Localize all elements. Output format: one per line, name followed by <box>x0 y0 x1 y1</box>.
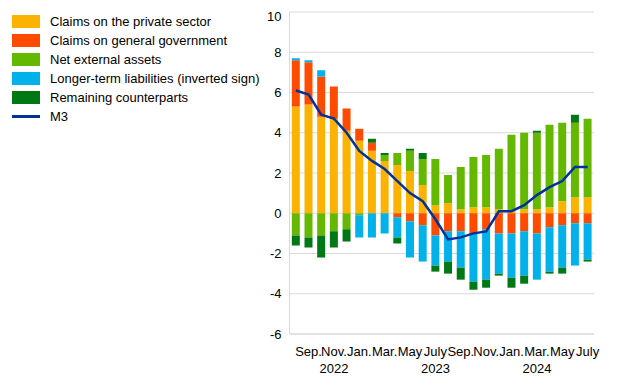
svg-text:2022: 2022 <box>319 361 348 376</box>
svg-text:2024: 2024 <box>522 361 551 376</box>
svg-text:8: 8 <box>274 45 281 60</box>
svg-text:2023: 2023 <box>421 361 450 376</box>
html-text:Net external assets: Net external assets <box>50 52 162 67</box>
svg-text:4: 4 <box>274 125 281 140</box>
html-text:Remaining counterparts: Remaining counterparts <box>50 90 188 105</box>
html-text:Claims on general government: Claims on general government <box>50 33 227 48</box>
svg-text:Sep.: Sep. <box>447 344 474 359</box>
svg-text:Mar.: Mar. <box>372 344 397 359</box>
svg-text:May: May <box>398 344 423 359</box>
svg-text:Jan.: Jan. <box>499 344 524 359</box>
svg-text:6: 6 <box>274 85 281 100</box>
html-text:Claims on the private sector: Claims on the private sector <box>50 14 212 29</box>
svg-text:10: 10 <box>267 9 281 24</box>
svg-text:-2: -2 <box>270 246 282 261</box>
html-text:Longer-term liabilities (inver: Longer-term liabilities (inverted sign) <box>50 71 260 86</box>
svg-text:Nov.: Nov. <box>473 344 499 359</box>
svg-text:Sep.: Sep. <box>295 344 322 359</box>
svg-text:2: 2 <box>274 166 281 181</box>
svg-text:-4: -4 <box>270 286 282 301</box>
html-text:M3: M3 <box>50 109 69 124</box>
svg-text:July: July <box>424 344 448 359</box>
svg-text:Nov.: Nov. <box>321 344 347 359</box>
svg-text:July: July <box>576 344 600 359</box>
svg-text:0: 0 <box>274 206 281 221</box>
svg-text:-6: -6 <box>270 327 282 342</box>
svg-text:Jan.: Jan. <box>347 344 372 359</box>
svg-text:May: May <box>550 344 575 359</box>
svg-text:Mar.: Mar. <box>524 344 549 359</box>
